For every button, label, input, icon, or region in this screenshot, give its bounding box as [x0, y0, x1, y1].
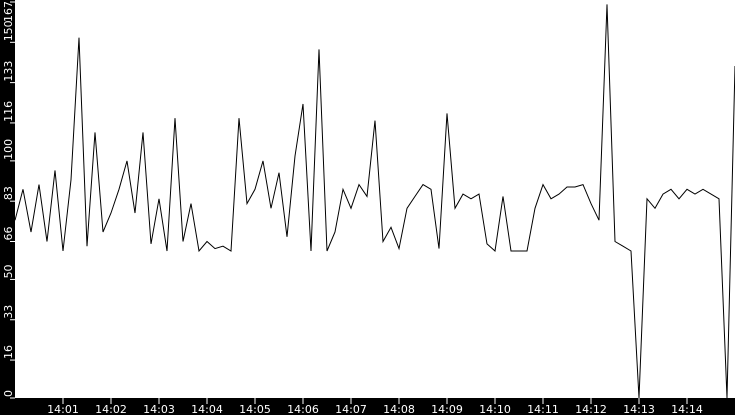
series-line	[14, 4, 735, 399]
x-tick-label: 14:12	[575, 403, 607, 415]
x-tick-label: 14:08	[383, 403, 415, 415]
x-axis: 14:01 14:02 14:03 14:04 14:05 14:06 14:07 14:08…	[47, 398, 703, 415]
y-tick-label: 0	[2, 390, 15, 397]
x-tick-label: 14:09	[431, 403, 463, 415]
y-tick-label: 50	[2, 264, 15, 278]
y-tick-label: 100	[2, 139, 15, 160]
x-tick-label: 14:10	[479, 403, 511, 415]
y-tick-label: 167	[2, 1, 15, 22]
y-tick-label: 150	[2, 20, 15, 41]
x-tick-label: 14:01	[47, 403, 79, 415]
x-tick-label: 14:07	[335, 403, 367, 415]
y-tick-label: 33	[2, 305, 15, 319]
y-tick-label: 83	[2, 186, 15, 200]
y-tick-label: 16	[2, 345, 15, 359]
x-tick-label: 14:02	[95, 403, 127, 415]
plot-background	[15, 0, 735, 398]
y-tick-label: 133	[2, 61, 15, 82]
x-tick-label: 14:06	[287, 403, 319, 415]
x-tick-label: 14:13	[623, 403, 655, 415]
x-tick-label: 14:03	[143, 403, 175, 415]
y-tick-label: 116	[2, 101, 15, 122]
x-tick-label: 14:14	[671, 403, 703, 415]
x-tick-label: 14:11	[527, 403, 559, 415]
x-tick-label: 14:04	[191, 403, 223, 415]
y-tick-label: 66	[2, 226, 15, 240]
x-tick-label: 14:05	[239, 403, 271, 415]
